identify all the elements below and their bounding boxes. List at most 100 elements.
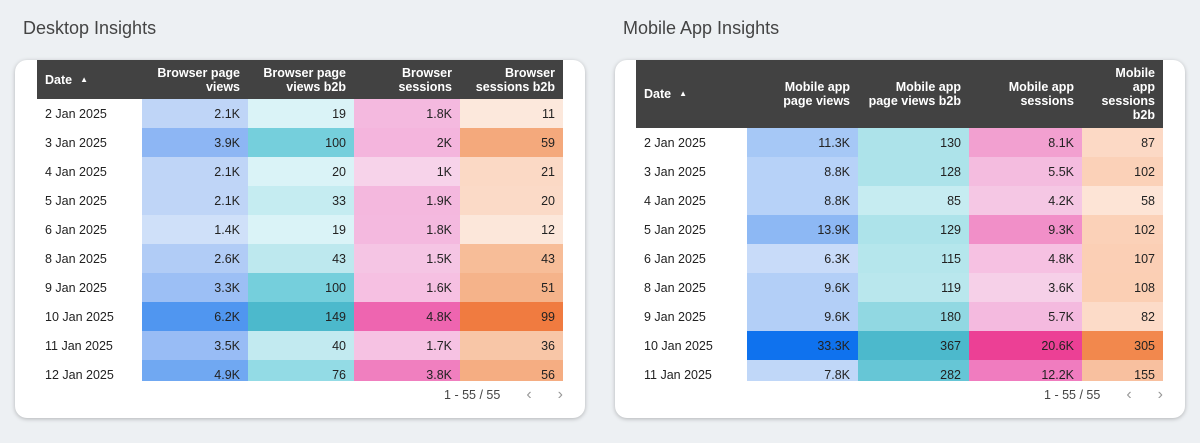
date-cell: 9 Jan 2025 [37,273,142,302]
date-cell: 5 Jan 2025 [37,186,142,215]
value-cell: 128 [858,157,969,186]
chevron-right-icon[interactable]: › [557,386,563,403]
value-cell: 58 [1082,186,1163,215]
table-row: 11 Jan 2025 3.5K 40 1.7K 36 [37,331,563,360]
column-header-label: Mobile app sessions [1008,80,1074,108]
value-cell: 4.8K [354,302,460,331]
column-header-date[interactable]: Date ▲ [636,60,747,128]
value-cell: 4.9K [142,360,248,381]
value-cell: 9.6K [747,302,858,331]
date-cell: 11 Jan 2025 [37,331,142,360]
column-header[interactable]: Mobile app sessions b2b [1082,60,1163,128]
column-header[interactable]: Mobile app page views [747,60,858,128]
sort-ascending-icon[interactable]: ▲ [679,89,688,98]
value-cell: 33.3K [747,331,858,360]
header-row: Date ▲ Browser page views Browser page view… [37,60,563,99]
table-row: 2 Jan 2025 11.3K 130 8.1K 87 [636,128,1163,157]
value-cell: 99 [460,302,563,331]
column-header[interactable]: Browser page views b2b [248,60,354,99]
value-cell: 4.2K [969,186,1082,215]
value-cell: 8.8K [747,157,858,186]
date-cell: 5 Jan 2025 [636,215,747,244]
mobile-insights-title: Mobile App Insights [623,18,780,38]
value-cell: 3.6K [969,273,1082,302]
table-row: 8 Jan 2025 2.6K 43 1.5K 43 [37,244,563,273]
table-row: 9 Jan 2025 9.6K 180 5.7K 82 [636,302,1163,331]
column-header-label: Browser page views b2b [263,65,346,94]
value-cell: 9.6K [747,273,858,302]
value-cell: 76 [248,360,354,381]
column-header[interactable]: Mobile app page views b2b [858,60,969,128]
table-row: 8 Jan 2025 9.6K 119 3.6K 108 [636,273,1163,302]
value-cell: 1.4K [142,215,248,244]
value-cell: 149 [248,302,354,331]
table-row: 3 Jan 2025 8.8K 128 5.5K 102 [636,157,1163,186]
table-row: 3 Jan 2025 3.9K 100 2K 59 [37,128,563,157]
value-cell: 119 [858,273,969,302]
value-cell: 7.8K [747,360,858,381]
header-row: Date ▲ Mobile app page views Mobile app pag… [636,60,1163,128]
value-cell: 102 [1082,215,1163,244]
date-cell: 10 Jan 2025 [636,331,747,360]
value-cell: 5.7K [969,302,1082,331]
value-cell: 43 [248,244,354,273]
column-header-label: Date [644,87,672,101]
value-cell: 2.1K [142,99,248,128]
date-cell: 3 Jan 2025 [37,128,142,157]
date-cell: 2 Jan 2025 [37,99,142,128]
value-cell: 36 [460,331,563,360]
pagination: 1 - 55 / 55 ‹ › [1044,386,1163,404]
value-cell: 87 [1082,128,1163,157]
value-cell: 2.6K [142,244,248,273]
value-cell: 33 [248,186,354,215]
value-cell: 107 [1082,244,1163,273]
value-cell: 13.9K [747,215,858,244]
table-row: 2 Jan 2025 2.1K 19 1.8K 11 [37,99,563,128]
column-header-label: Mobile app page views [783,80,850,108]
date-cell: 8 Jan 2025 [636,273,747,302]
value-cell: 8.8K [747,186,858,215]
value-cell: 11 [460,99,563,128]
sort-ascending-icon[interactable]: ▲ [80,74,89,84]
value-cell: 100 [248,273,354,302]
value-cell: 56 [460,360,563,381]
value-cell: 12.2K [969,360,1082,381]
date-cell: 10 Jan 2025 [37,302,142,331]
value-cell: 130 [858,128,969,157]
value-cell: 155 [1082,360,1163,381]
column-header[interactable]: Browser sessions b2b [460,60,563,99]
value-cell: 180 [858,302,969,331]
value-cell: 6.3K [747,244,858,273]
chevron-left-icon[interactable]: ‹ [1126,386,1132,403]
column-header[interactable]: Mobile app sessions [969,60,1082,128]
value-cell: 1.5K [354,244,460,273]
table-row: 5 Jan 2025 2.1K 33 1.9K 20 [37,186,563,215]
pagination-range: 1 - 55 / 55 [444,388,501,402]
date-cell: 8 Jan 2025 [37,244,142,273]
mobile-table: Date ▲ Mobile app page views Mobile app pag… [636,60,1163,381]
value-cell: 1.9K [354,186,460,215]
table-row: 10 Jan 2025 6.2K 149 4.8K 99 [37,302,563,331]
value-cell: 1.7K [354,331,460,360]
value-cell: 1.6K [354,273,460,302]
value-cell: 85 [858,186,969,215]
table-row: 4 Jan 2025 8.8K 85 4.2K 58 [636,186,1163,215]
column-header[interactable]: Browser sessions [354,60,460,99]
column-header[interactable]: Browser page views [142,60,248,99]
table-row: 5 Jan 2025 13.9K 129 9.3K 102 [636,215,1163,244]
chevron-left-icon[interactable]: ‹ [526,386,532,403]
column-header-label: Browser page views [157,65,240,94]
date-cell: 4 Jan 2025 [37,157,142,186]
value-cell: 2K [354,128,460,157]
date-cell: 4 Jan 2025 [636,186,747,215]
chevron-right-icon[interactable]: › [1157,386,1163,403]
value-cell: 3.8K [354,360,460,381]
value-cell: 2.1K [142,157,248,186]
column-header-date[interactable]: Date ▲ [37,60,142,99]
value-cell: 51 [460,273,563,302]
value-cell: 3.5K [142,331,248,360]
date-cell: 6 Jan 2025 [636,244,747,273]
value-cell: 367 [858,331,969,360]
value-cell: 19 [248,215,354,244]
value-cell: 59 [460,128,563,157]
